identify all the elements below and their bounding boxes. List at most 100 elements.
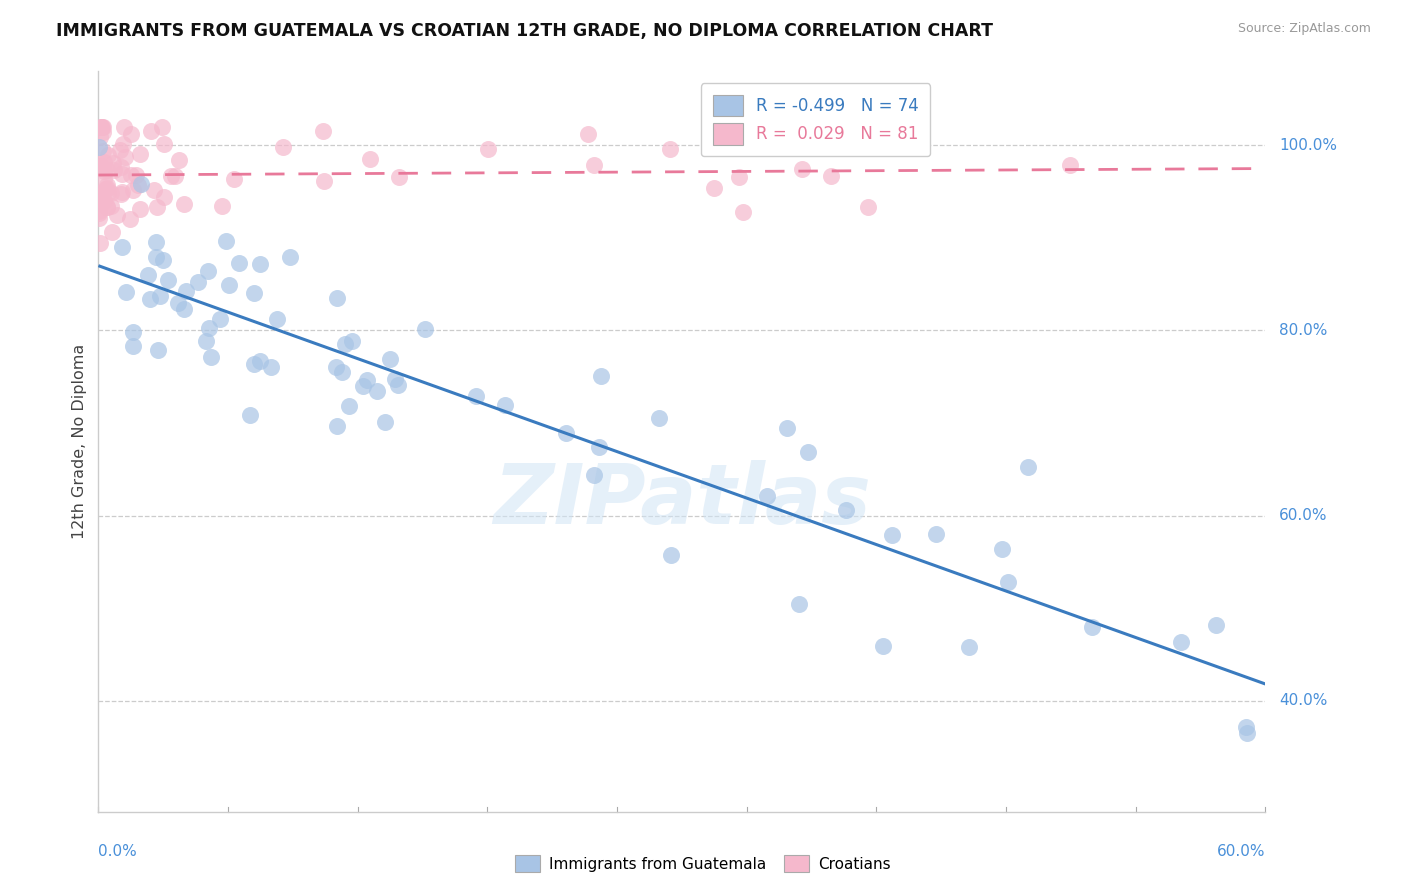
Point (388, 169, 411, 184)
Point (145, 200, 167, 214)
Point (1059, 159, 1081, 173)
Point (87, 211, 110, 225)
Point (312, 124, 335, 138)
Point (211, 199, 233, 213)
Point (195, 334, 218, 348)
Point (755, 489, 778, 503)
Point (87, 139, 110, 153)
Point (374, 415, 396, 429)
Point (96, 178, 118, 193)
Point (356, 373, 378, 387)
Point (97, 186, 120, 200)
Point (122, 183, 145, 197)
Point (89, 160, 111, 174)
Point (129, 202, 152, 217)
Point (139, 123, 162, 137)
Point (114, 285, 136, 299)
Point (97, 147, 120, 161)
Point (111, 240, 134, 254)
Point (1205, 618, 1227, 632)
Point (173, 301, 195, 316)
Point (87, 203, 110, 218)
Point (91, 120, 114, 134)
Point (103, 162, 125, 177)
Point (703, 180, 725, 194)
Point (127, 178, 149, 192)
Point (93, 155, 115, 169)
Point (90, 120, 112, 134)
Point (659, 548, 682, 562)
Point (326, 291, 349, 305)
Point (167, 296, 190, 310)
Point (89, 236, 111, 251)
Point (91, 194, 114, 208)
Point (96, 200, 118, 214)
Point (576, 127, 599, 141)
Point (218, 278, 240, 293)
Point (413, 322, 436, 336)
Point (110, 187, 132, 202)
Text: 60.0%: 60.0% (1279, 508, 1327, 523)
Point (152, 136, 174, 151)
Point (143, 184, 166, 198)
Point (138, 292, 160, 306)
Text: ZIPatlas: ZIPatlas (494, 460, 870, 541)
Point (215, 234, 238, 248)
Point (110, 160, 132, 174)
Point (100, 225, 122, 239)
Point (198, 321, 221, 335)
Point (278, 250, 301, 264)
Point (330, 365, 353, 379)
Point (96, 182, 118, 196)
Point (582, 468, 605, 483)
Point (120, 128, 142, 142)
Point (925, 527, 948, 541)
Point (100, 186, 122, 201)
Point (91, 144, 114, 158)
Point (333, 336, 356, 351)
Point (1234, 721, 1257, 735)
Point (249, 258, 271, 272)
Point (87, 186, 110, 200)
Point (93, 172, 115, 186)
Point (96, 162, 118, 177)
Point (87, 206, 110, 220)
Point (111, 167, 134, 181)
Point (89, 159, 111, 173)
Point (872, 640, 894, 654)
Point (93, 164, 115, 178)
Point (997, 575, 1019, 590)
Point (1236, 725, 1258, 739)
Point (647, 411, 669, 425)
Point (145, 251, 167, 265)
Point (114, 150, 136, 164)
Point (93, 194, 115, 209)
Point (366, 384, 388, 398)
Point (122, 339, 145, 353)
Point (266, 312, 288, 326)
Point (991, 541, 1014, 556)
Point (260, 359, 283, 374)
Point (242, 358, 264, 372)
Point (157, 273, 180, 287)
Point (820, 169, 842, 183)
Point (110, 143, 132, 157)
Point (96, 200, 118, 214)
Point (200, 350, 222, 364)
Point (224, 171, 246, 186)
Point (197, 264, 219, 278)
Point (167, 153, 190, 168)
Point (100, 199, 122, 213)
Point (325, 360, 347, 375)
Point (477, 142, 499, 156)
Point (312, 173, 335, 187)
Point (880, 528, 903, 542)
Text: 60.0%: 60.0% (1218, 844, 1265, 859)
Point (173, 196, 195, 211)
Point (89, 129, 111, 144)
Point (146, 343, 169, 357)
Point (103, 156, 125, 170)
Point (1017, 460, 1039, 475)
Point (145, 235, 167, 250)
Point (787, 598, 810, 612)
